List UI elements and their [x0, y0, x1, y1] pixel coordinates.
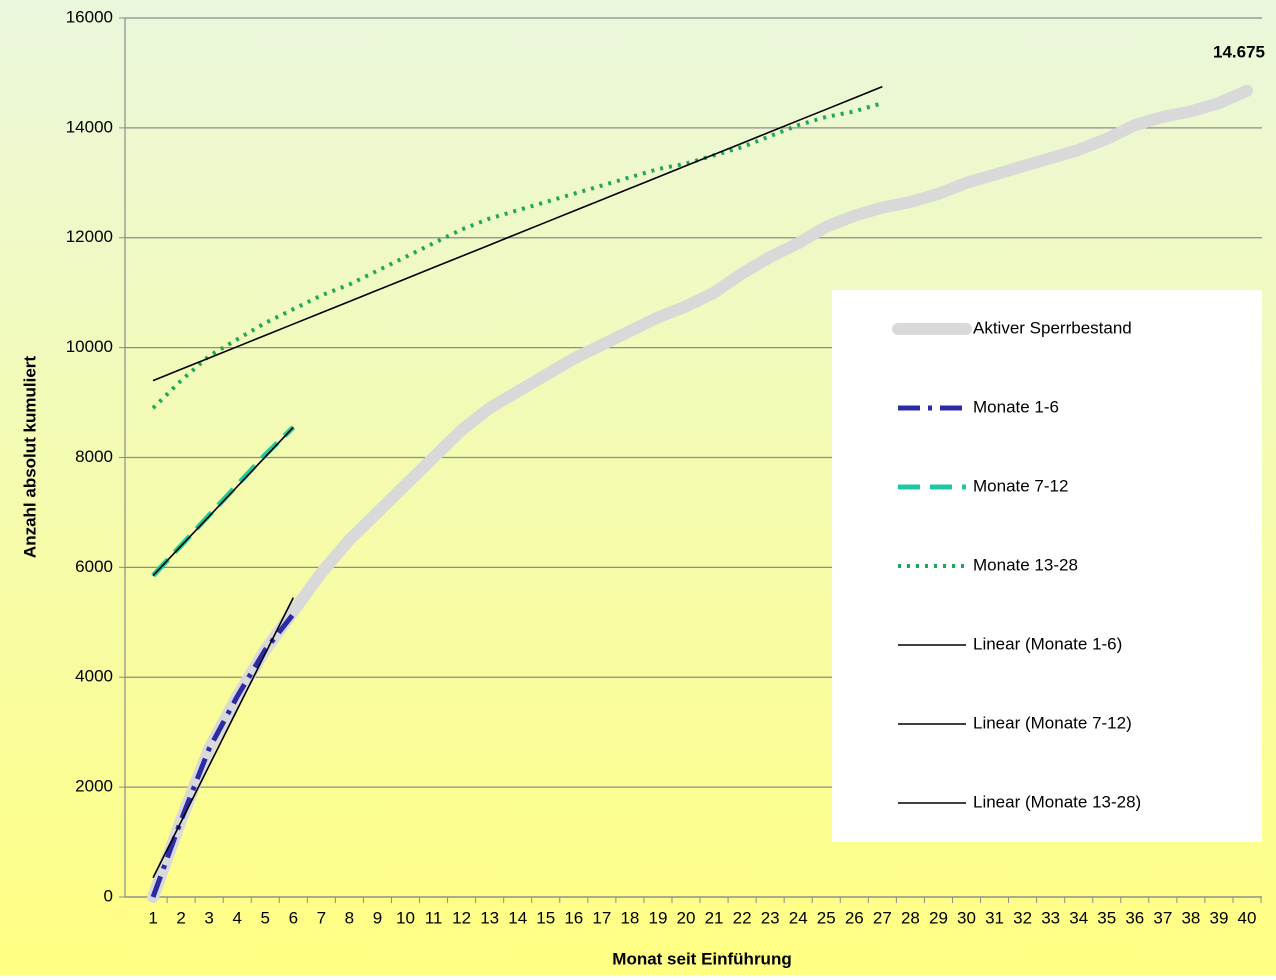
x-tick-label: 17: [592, 908, 611, 927]
legend-label: Monate 7-12: [973, 476, 1068, 495]
x-tick-label: 14: [508, 908, 527, 927]
x-tick-label: 22: [733, 908, 752, 927]
y-tick-label: 10000: [66, 337, 113, 356]
y-tick-label: 16000: [66, 7, 113, 26]
x-tick-label: 16: [564, 908, 583, 927]
legend-label: Linear (Monate 13-28): [973, 792, 1141, 811]
x-tick-label: 28: [901, 908, 920, 927]
x-tick-label: 2: [176, 908, 185, 927]
x-tick-label: 30: [957, 908, 976, 927]
y-tick-label: 2000: [75, 777, 113, 796]
x-tick-label: 35: [1097, 908, 1116, 927]
x-tick-label: 24: [789, 908, 808, 927]
x-tick-label: 31: [985, 908, 1004, 927]
y-tick-label: 14000: [66, 117, 113, 136]
x-tick-label: 40: [1238, 908, 1257, 927]
x-tick-label: 15: [536, 908, 555, 927]
x-tick-label: 23: [761, 908, 780, 927]
series-line: [147, 84, 1253, 903]
x-tick-label: 37: [1153, 908, 1172, 927]
y-tick-label: 0: [104, 886, 113, 905]
x-tick-label: 1: [148, 908, 157, 927]
x-tick-label: 7: [317, 908, 326, 927]
series-line: [150, 612, 296, 898]
legend-label: Monate 1-6: [973, 397, 1059, 416]
x-tick-label: 5: [261, 908, 270, 927]
legend: Aktiver Sperrbestand Monate 1-6 Monate 7-1…: [892, 318, 1141, 811]
x-tick-label: 10: [396, 908, 415, 927]
x-tick-label: 3: [204, 908, 213, 927]
legend-label: Linear (Monate 7-12): [973, 713, 1132, 732]
x-tick-label: 38: [1181, 908, 1200, 927]
x-tick-label: 12: [452, 908, 471, 927]
x-tick-label: 4: [232, 908, 241, 927]
x-tick-label: 27: [873, 908, 892, 927]
x-tick-label: 6: [289, 908, 298, 927]
legend-label: Aktiver Sperrbestand: [973, 318, 1132, 337]
plot-area: 14.675: [147, 42, 1265, 903]
x-tick-label: 11: [425, 908, 443, 927]
x-tick-label: 9: [373, 908, 382, 927]
y-tick-label: 12000: [66, 227, 113, 246]
x-tick-label: 13: [480, 908, 499, 927]
x-tick-label: 18: [620, 908, 639, 927]
legend-box: [832, 290, 1262, 842]
x-tick-label: 33: [1041, 908, 1060, 927]
x-tick-label: 26: [845, 908, 864, 927]
y-tick-label: 8000: [75, 447, 113, 466]
x-tick-label: 19: [648, 908, 667, 927]
legend-label: Monate 13-28: [973, 555, 1078, 574]
series-line: [152, 426, 294, 577]
x-tick-label: 34: [1069, 908, 1088, 927]
x-tick-label: 20: [677, 908, 696, 927]
legend-label: Linear (Monate 1-6): [973, 634, 1122, 653]
data-label: 14.675: [1213, 42, 1265, 61]
x-tick-label: 39: [1209, 908, 1228, 927]
x-tick-label: 36: [1125, 908, 1144, 927]
y-tick-label: 4000: [75, 667, 113, 686]
y-tick-label: 6000: [75, 557, 113, 576]
x-axis-title: Monat seit Einführung: [612, 949, 791, 968]
series-line: [152, 597, 295, 879]
series-line: [152, 85, 883, 382]
x-tick-label: 8: [345, 908, 354, 927]
x-tick-label: 25: [817, 908, 836, 927]
x-tick-label: 29: [929, 908, 948, 927]
y-axis-title: Anzahl absolut kumuliert: [20, 356, 39, 558]
x-tick-label: 32: [1013, 908, 1032, 927]
x-tick-label: 21: [705, 908, 724, 927]
